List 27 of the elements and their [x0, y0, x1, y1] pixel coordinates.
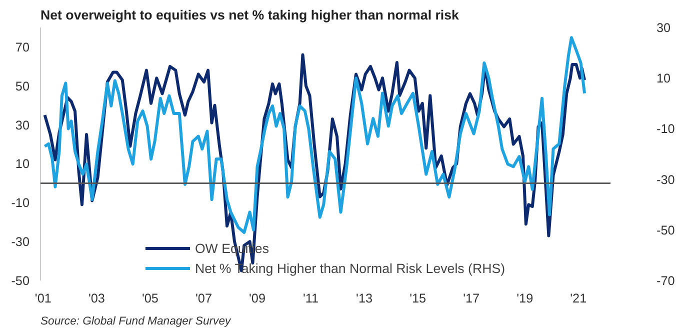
y-tick-label: -30: [11, 235, 30, 250]
y2-tick-label: -50: [656, 223, 675, 238]
x-tick-label: '19: [516, 292, 534, 306]
y-tick-label: -50: [11, 274, 30, 288]
x-tick-label: '03: [88, 292, 105, 306]
y-tick-label: 10: [15, 157, 30, 172]
x-tick-label: '11: [303, 292, 319, 306]
y2-tick-label: -30: [656, 172, 675, 187]
x-tick-label: '15: [410, 292, 426, 306]
x-tick-label: '01: [34, 292, 52, 306]
x-tick-label: '17: [463, 292, 480, 306]
x-tick-label: '07: [195, 292, 212, 306]
x-tick-label: '09: [249, 292, 266, 306]
y-tick-label: -10: [11, 196, 30, 210]
chart-title: Net overweight to equities vs net % taking higher than normal risk: [40, 8, 460, 22]
y2-tick-label: 30: [656, 21, 671, 35]
y-tick-label: 70: [15, 40, 30, 54]
y-tick-label: 50: [15, 79, 30, 94]
line-series: [43, 36, 586, 234]
x-tick-label: '13: [356, 292, 373, 306]
x-tick-label: '05: [142, 292, 158, 306]
x-tick-label: '21: [570, 292, 587, 306]
y2-tick-label: -10: [656, 122, 675, 136]
source-note: Source: Global Fund Manager Survey: [40, 316, 232, 328]
y2-tick-label: 10: [656, 72, 671, 86]
y-tick-label: 30: [15, 118, 30, 132]
y2-tick-label: -70: [656, 274, 675, 288]
